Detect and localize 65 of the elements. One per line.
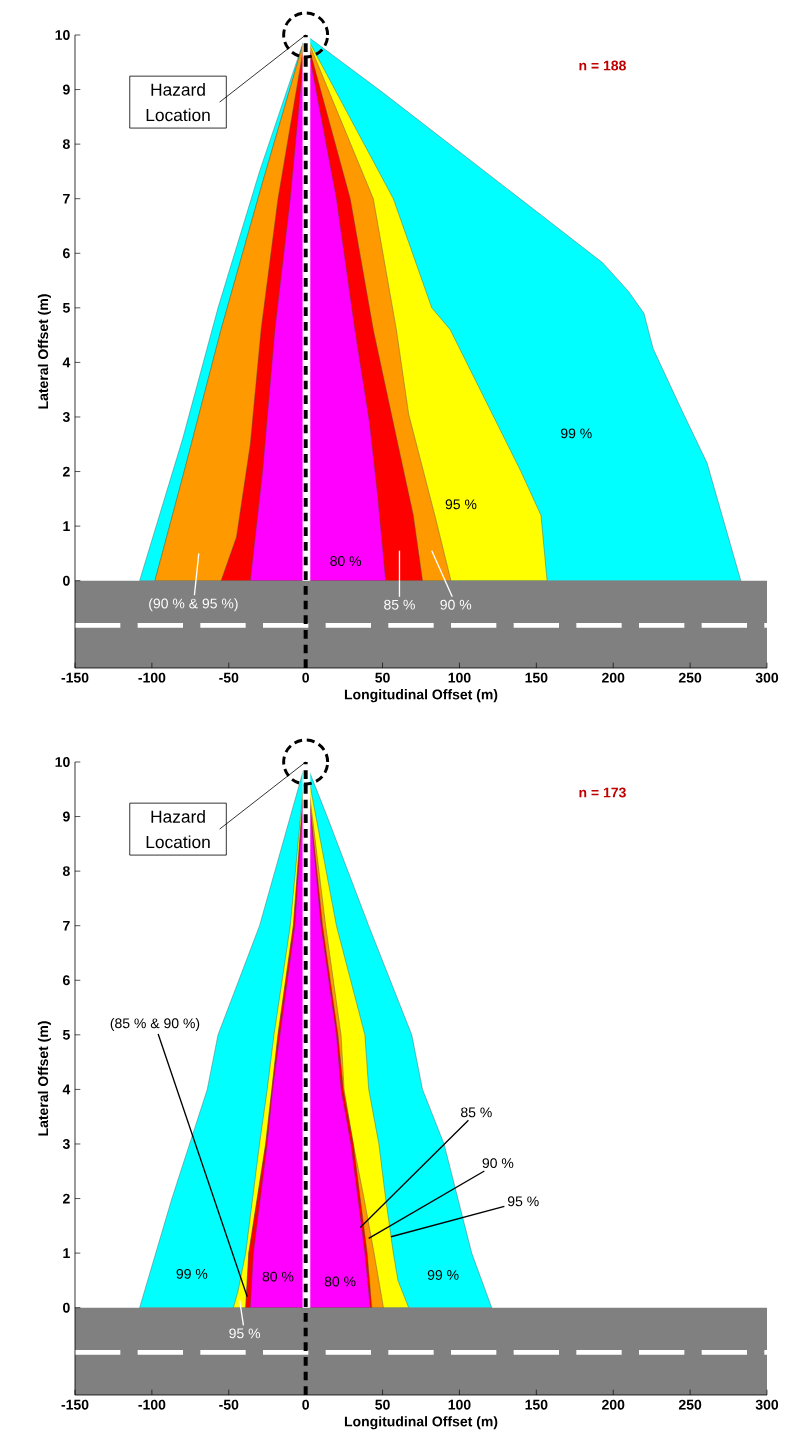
y-tick-label: 8 (62, 866, 70, 877)
annotation: 95 % (507, 1196, 539, 1207)
y-tick-label: 10 (55, 757, 70, 767)
x-tick-label: 250 (678, 672, 702, 683)
annotation: (90 % & 95 %) (149, 598, 238, 612)
x-tick-label: -50 (219, 672, 239, 683)
x-tick-label: 300 (755, 1399, 779, 1410)
x-tick-label: 250 (678, 1399, 702, 1410)
annotation: 80 % (262, 1271, 294, 1282)
y-tick-label: 7 (63, 920, 70, 931)
y-tick-label: 9 (62, 84, 70, 95)
x-tick-label: 150 (525, 672, 548, 683)
y-tick-label: 3 (62, 1139, 70, 1149)
annotation: Hazard Location (146, 83, 210, 122)
y-tick-label: 5 (62, 1029, 70, 1040)
x-tick-label: -100 (138, 1399, 166, 1410)
x-tick-label: 200 (602, 672, 625, 683)
annotation: 85 % (461, 1107, 492, 1118)
x-axis-title: Longitudinal Offset (m) (344, 689, 498, 703)
annotation: 99 % (176, 1268, 208, 1279)
annotation: 80 % (330, 556, 362, 566)
x-tick-label: 200 (602, 1399, 625, 1410)
annotation: 80 % (324, 1276, 356, 1287)
y-tick-label: 6 (63, 248, 70, 259)
y-tick-label: 2 (62, 1193, 70, 1204)
annotation: 95 % (229, 1328, 261, 1339)
x-tick-label: 300 (755, 672, 779, 683)
annotation: n = 188 (579, 60, 626, 71)
x-tick-label: -150 (61, 672, 89, 683)
x-tick-label: -50 (219, 1399, 239, 1410)
x-tick-label: 50 (375, 672, 390, 683)
annotation: 99 % (427, 1270, 459, 1280)
y-tick-label: 4 (62, 357, 71, 368)
y-tick-label: 4 (62, 1084, 71, 1095)
x-tick-label: 100 (448, 672, 471, 683)
annotation: Hazard Location (146, 810, 210, 849)
y-tick-label: 7 (63, 193, 70, 204)
x-tick-label: -100 (138, 672, 166, 683)
annotation: 90 % (482, 1158, 514, 1169)
x-axis-title: Longitudinal Offset (m) (344, 1416, 498, 1430)
annotation: 85 % (384, 599, 415, 610)
y-tick-label: 10 (55, 30, 70, 40)
x-tick-label: 100 (448, 1399, 471, 1410)
y-tick-label: 1 (63, 521, 70, 531)
y-tick-label: 5 (62, 302, 70, 313)
annotation: 90 % (440, 599, 472, 610)
x-tick-label: 150 (525, 1399, 548, 1410)
annotation: 95 % (445, 499, 477, 510)
x-tick-label: 0 (302, 672, 309, 683)
y-tick-label: 0 (63, 1302, 70, 1313)
y-axis-title: Lateral Offset (m) (37, 294, 51, 409)
y-tick-label: 2 (62, 466, 70, 477)
y-tick-label: 0 (63, 575, 70, 586)
x-tick-label: 0 (302, 1399, 309, 1410)
y-tick-label: 6 (63, 975, 70, 986)
y-tick-label: 9 (62, 811, 70, 822)
x-tick-label: 50 (375, 1399, 390, 1410)
y-axis-title: Lateral Offset (m) (37, 1021, 51, 1136)
annotation: (85 % & 90 %) (110, 1017, 200, 1031)
annotation: n = 173 (579, 787, 626, 798)
y-tick-label: 3 (62, 412, 70, 422)
x-tick-label: -150 (61, 1399, 89, 1410)
y-tick-label: 8 (62, 139, 70, 150)
y-tick-label: 1 (63, 1248, 70, 1258)
annotation: 99 % (561, 428, 592, 439)
